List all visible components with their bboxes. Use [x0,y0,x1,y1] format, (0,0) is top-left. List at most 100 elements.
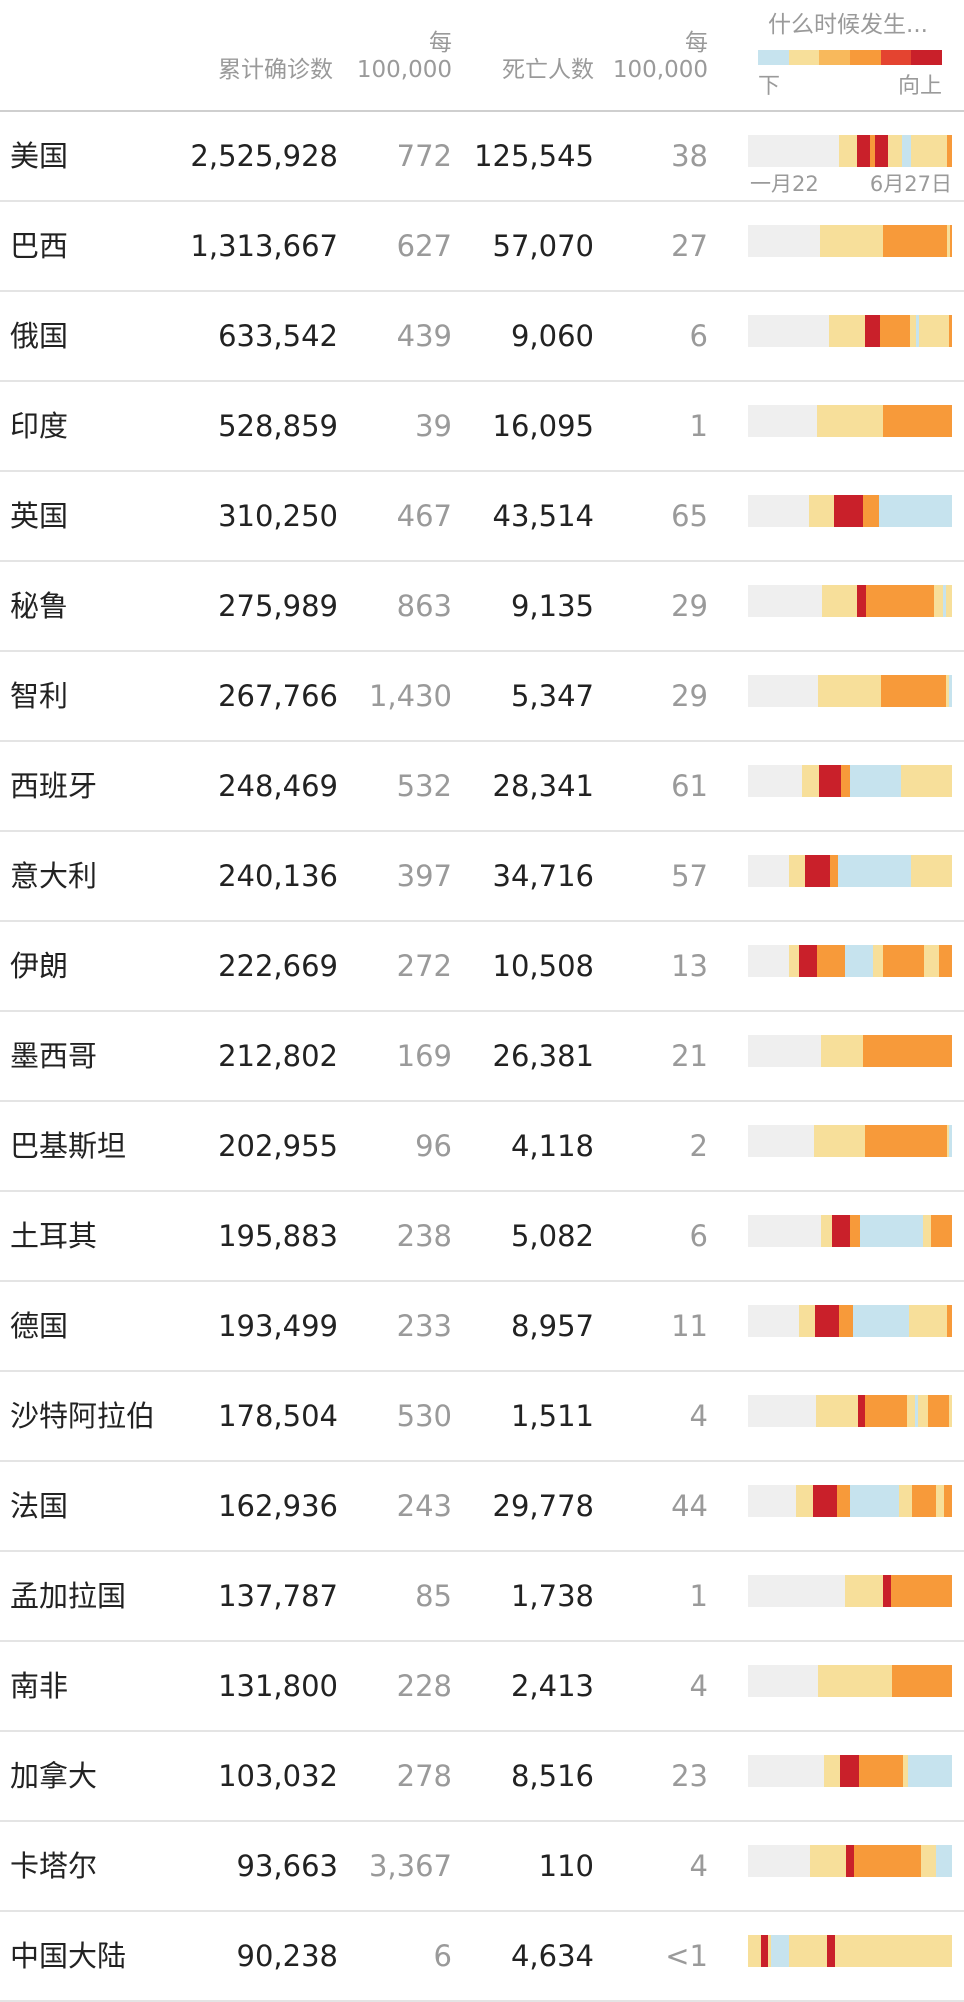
trend-day [931,1845,934,1877]
table-row[interactable]: 美国 2,525,928 772 125,545 38 一月22 6月27日 [0,112,964,202]
table-row[interactable]: 英国 310,250 467 43,514 65 [0,472,964,562]
table-row[interactable]: 德国 193,499 233 8,957 11 [0,1282,964,1372]
trend-day [850,315,853,347]
header-per100k-2-bottom[interactable]: 100,000 [612,57,708,83]
header-when[interactable]: 什么时候发生... [768,12,928,38]
table-row[interactable]: 俄国 633,542 439 9,060 6 [0,292,964,382]
trend-day [878,1035,882,1067]
trend-day [816,1575,820,1607]
trend-day [829,1125,833,1157]
trend-strip[interactable] [748,1665,952,1697]
trend-day [753,1575,756,1607]
trend-day [860,1395,863,1427]
trend-day [918,225,921,257]
trend-strip[interactable] [748,225,952,257]
trend-strip[interactable] [748,315,952,347]
trend-strip[interactable] [748,495,952,527]
trend-day [793,765,797,797]
trend-day [941,1035,944,1067]
trend-strip[interactable] [748,135,952,167]
trend-day [886,1755,890,1787]
trend-day [893,1935,896,1967]
table-row[interactable]: 加拿大 103,032 278 8,516 23 [0,1732,964,1822]
trend-strip[interactable] [748,1485,952,1517]
table-row[interactable]: 孟加拉国 137,787 85 1,738 1 [0,1552,964,1642]
trend-day [917,1485,920,1517]
trend-day [777,1755,781,1787]
table-row[interactable]: 西班牙 248,469 532 28,341 61 [0,742,964,832]
table-row[interactable]: 墨西哥 212,802 169 26,381 21 [0,1012,964,1102]
trend-day [863,765,867,797]
table-row[interactable]: 意大利 240,136 397 34,716 57 [0,832,964,922]
trend-day [755,225,759,257]
trend-strip[interactable] [748,585,952,617]
trend-day [802,675,806,707]
trend-day [890,1125,894,1157]
trend-day [894,1755,898,1787]
trend-strip[interactable] [748,945,952,977]
trend-strip[interactable] [748,765,952,797]
trend-day [941,405,945,437]
trend-day [806,135,812,167]
trend-day [849,1395,853,1427]
trend-day [834,1125,838,1157]
trend-strip[interactable] [748,1395,952,1427]
trend-day [761,1665,764,1697]
trend-day [798,1935,802,1967]
trend-day [940,315,943,347]
trend-day [858,765,862,797]
trend-strip[interactable] [748,405,952,437]
cases-per-100k: 3,367 [368,1849,452,1883]
trend-day [835,1845,839,1877]
trend-day [904,495,908,527]
table-row[interactable]: 法国 162,936 243 29,778 44 [0,1462,964,1552]
trend-day [946,1305,950,1337]
trend-strip[interactable] [748,1035,952,1067]
trend-strip[interactable] [748,855,952,887]
table-row[interactable]: 土耳其 195,883 238 5,082 6 [0,1192,964,1282]
table-row[interactable]: 卡塔尔 93,663 3,367 110 4 [0,1822,964,1912]
trend-day [764,1755,768,1787]
header-per100k-2-top[interactable]: 每 [685,30,708,56]
table-row[interactable]: 秘鲁 275,989 863 9,135 29 [0,562,964,652]
trend-day [946,1665,949,1697]
trend-strip[interactable] [748,1755,952,1787]
table-row[interactable]: 伊朗 222,669 272 10,508 13 [0,922,964,1012]
trend-day [849,1935,853,1967]
trend-strip[interactable] [748,1125,952,1157]
trend-strip[interactable] [748,1845,952,1877]
trend-strip[interactable] [748,675,952,707]
trend-strip[interactable] [748,1215,952,1247]
trend-day [753,1125,756,1157]
trend-day [878,1755,882,1787]
table-row[interactable]: 沙特阿拉伯 178,504 530 1,511 4 [0,1372,964,1462]
trend-day [892,585,896,617]
table-row[interactable]: 印度 528,859 39 16,095 1 [0,382,964,472]
header-deaths[interactable]: 死亡人数 [502,57,594,83]
trend-strip[interactable] [748,1305,952,1337]
header-per100k-top[interactable]: 每 [429,30,452,56]
table-row[interactable]: 中国大陆 90,238 6 4,634 <1 [0,1912,964,2002]
trend-day [897,1845,901,1877]
table-row[interactable]: 智利 267,766 1,430 5,347 29 [0,652,964,742]
trend-day [782,1485,786,1517]
header-per100k-bottom[interactable]: 100,000 [356,57,452,83]
deaths-value: 28,341 [492,769,594,803]
table-row[interactable]: 南非 131,800 228 2,413 4 [0,1642,964,1732]
cases-per-100k: 272 [396,949,452,983]
trend-day [776,1935,779,1967]
trend-strip[interactable] [748,1935,952,1967]
table-row[interactable]: 巴基斯坦 202,955 96 4,118 2 [0,1102,964,1192]
trend-day [861,135,866,167]
trend-day [818,675,822,707]
header-cases[interactable]: 累计确诊数 [218,57,333,83]
table-row[interactable]: 巴西 1,313,667 627 57,070 27 [0,202,964,292]
trend-day [857,1215,861,1247]
trend-day [848,585,852,617]
trend-day [939,405,942,437]
trend-day [926,1125,929,1157]
trend-day [796,1125,799,1157]
trend-strip[interactable] [748,1575,952,1607]
trend-day [757,495,761,527]
trend-day [835,225,839,257]
